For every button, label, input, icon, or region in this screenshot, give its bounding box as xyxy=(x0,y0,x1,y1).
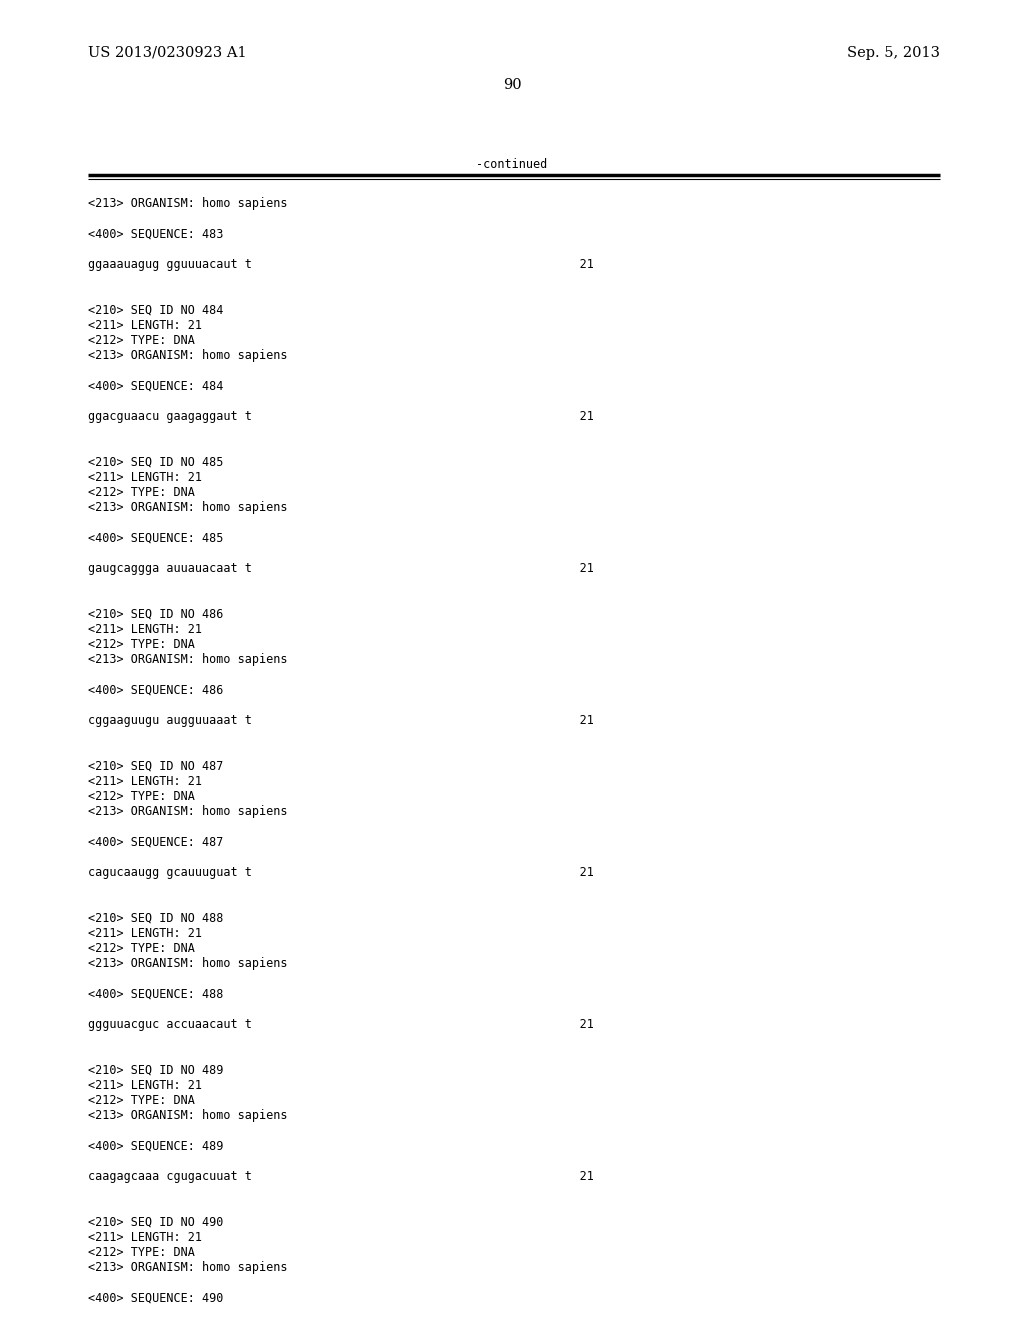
Text: <211> LENGTH: 21: <211> LENGTH: 21 xyxy=(88,775,202,788)
Text: <400> SEQUENCE: 483: <400> SEQUENCE: 483 xyxy=(88,227,223,240)
Text: 90: 90 xyxy=(503,78,521,92)
Text: <213> ORGANISM: homo sapiens: <213> ORGANISM: homo sapiens xyxy=(88,502,288,513)
Text: <210> SEQ ID NO 489: <210> SEQ ID NO 489 xyxy=(88,1064,223,1076)
Text: <212> TYPE: DNA: <212> TYPE: DNA xyxy=(88,1246,195,1259)
Text: <400> SEQUENCE: 488: <400> SEQUENCE: 488 xyxy=(88,987,223,1001)
Text: <400> SEQUENCE: 486: <400> SEQUENCE: 486 xyxy=(88,684,223,697)
Text: <210> SEQ ID NO 490: <210> SEQ ID NO 490 xyxy=(88,1216,223,1229)
Text: <210> SEQ ID NO 484: <210> SEQ ID NO 484 xyxy=(88,304,223,317)
Text: <212> TYPE: DNA: <212> TYPE: DNA xyxy=(88,1094,195,1106)
Text: <400> SEQUENCE: 490: <400> SEQUENCE: 490 xyxy=(88,1291,223,1304)
Text: <211> LENGTH: 21: <211> LENGTH: 21 xyxy=(88,1078,202,1092)
Text: <210> SEQ ID NO 485: <210> SEQ ID NO 485 xyxy=(88,455,223,469)
Text: <212> TYPE: DNA: <212> TYPE: DNA xyxy=(88,486,195,499)
Text: <210> SEQ ID NO 486: <210> SEQ ID NO 486 xyxy=(88,607,223,620)
Text: <211> LENGTH: 21: <211> LENGTH: 21 xyxy=(88,318,202,331)
Text: <400> SEQUENCE: 489: <400> SEQUENCE: 489 xyxy=(88,1139,223,1152)
Text: <213> ORGANISM: homo sapiens: <213> ORGANISM: homo sapiens xyxy=(88,197,288,210)
Text: <400> SEQUENCE: 484: <400> SEQUENCE: 484 xyxy=(88,379,223,392)
Text: cagucaaugg gcauuuguat t                                              21: cagucaaugg gcauuuguat t 21 xyxy=(88,866,594,879)
Text: <212> TYPE: DNA: <212> TYPE: DNA xyxy=(88,789,195,803)
Text: <213> ORGANISM: homo sapiens: <213> ORGANISM: homo sapiens xyxy=(88,348,288,362)
Text: <210> SEQ ID NO 488: <210> SEQ ID NO 488 xyxy=(88,911,223,924)
Text: -continued: -continued xyxy=(476,158,548,172)
Text: cggaaguugu augguuaaat t                                              21: cggaaguugu augguuaaat t 21 xyxy=(88,714,594,727)
Text: <211> LENGTH: 21: <211> LENGTH: 21 xyxy=(88,1230,202,1243)
Text: <213> ORGANISM: homo sapiens: <213> ORGANISM: homo sapiens xyxy=(88,653,288,667)
Text: ggaaauagug gguuuacaut t                                              21: ggaaauagug gguuuacaut t 21 xyxy=(88,257,594,271)
Text: <212> TYPE: DNA: <212> TYPE: DNA xyxy=(88,334,195,347)
Text: <213> ORGANISM: homo sapiens: <213> ORGANISM: homo sapiens xyxy=(88,1109,288,1122)
Text: <211> LENGTH: 21: <211> LENGTH: 21 xyxy=(88,471,202,483)
Text: caagagcaaa cgugacuuat t                                              21: caagagcaaa cgugacuuat t 21 xyxy=(88,1170,594,1183)
Text: <210> SEQ ID NO 487: <210> SEQ ID NO 487 xyxy=(88,759,223,772)
Text: <400> SEQUENCE: 485: <400> SEQUENCE: 485 xyxy=(88,532,223,544)
Text: <212> TYPE: DNA: <212> TYPE: DNA xyxy=(88,941,195,954)
Text: <213> ORGANISM: homo sapiens: <213> ORGANISM: homo sapiens xyxy=(88,957,288,970)
Text: <213> ORGANISM: homo sapiens: <213> ORGANISM: homo sapiens xyxy=(88,805,288,818)
Text: ggacguaacu gaagaggaut t                                              21: ggacguaacu gaagaggaut t 21 xyxy=(88,409,594,422)
Text: <211> LENGTH: 21: <211> LENGTH: 21 xyxy=(88,927,202,940)
Text: <213> ORGANISM: homo sapiens: <213> ORGANISM: homo sapiens xyxy=(88,1261,288,1274)
Text: gaugcaggga auuauacaat t                                              21: gaugcaggga auuauacaat t 21 xyxy=(88,562,594,574)
Text: US 2013/0230923 A1: US 2013/0230923 A1 xyxy=(88,46,247,59)
Text: <400> SEQUENCE: 487: <400> SEQUENCE: 487 xyxy=(88,836,223,849)
Text: <212> TYPE: DNA: <212> TYPE: DNA xyxy=(88,638,195,651)
Text: <211> LENGTH: 21: <211> LENGTH: 21 xyxy=(88,623,202,636)
Text: ggguuacguc accuaacaut t                                              21: ggguuacguc accuaacaut t 21 xyxy=(88,1018,594,1031)
Text: Sep. 5, 2013: Sep. 5, 2013 xyxy=(847,46,940,59)
